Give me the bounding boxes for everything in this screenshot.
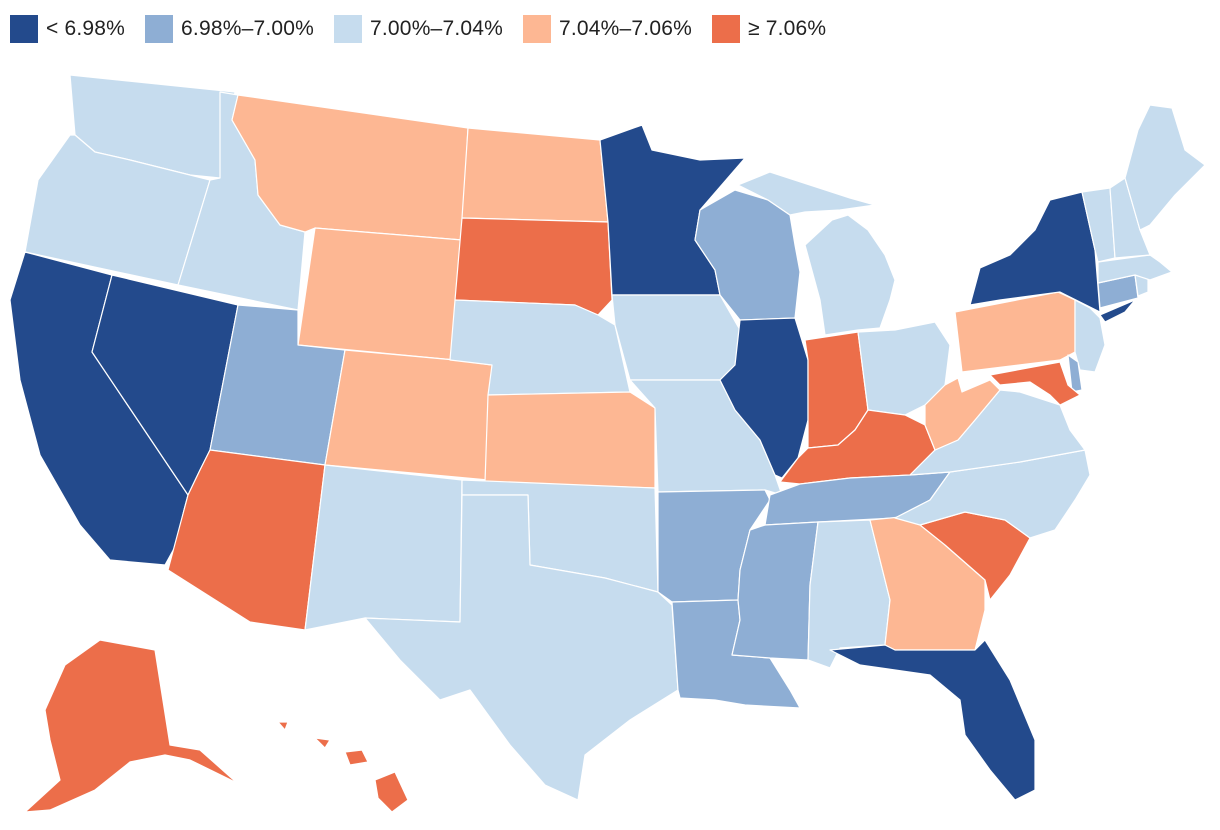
state-maine[interactable] bbox=[1124, 104, 1206, 231]
legend-label: 7.04%–7.06% bbox=[558, 17, 692, 40]
state-new-mexico[interactable] bbox=[304, 464, 463, 631]
state-texas[interactable] bbox=[364, 494, 679, 801]
state-kansas[interactable] bbox=[484, 391, 656, 489]
legend-item-above-7-06: ≥ 7.06% bbox=[711, 15, 827, 43]
state-michigan[interactable] bbox=[737, 171, 896, 336]
state-new-jersey[interactable] bbox=[1074, 299, 1106, 373]
legend-label: 7.00%–7.04% bbox=[370, 17, 503, 40]
legend-item-7-04-to-7-06: 7.04%–7.06% bbox=[522, 15, 692, 43]
state-delaware[interactable] bbox=[1067, 354, 1083, 393]
state-colorado[interactable] bbox=[324, 349, 493, 481]
state-vermont[interactable] bbox=[1081, 187, 1116, 263]
legend-label: ≥ 7.06% bbox=[747, 17, 827, 40]
legend-item-below-6-98: < 6.98% bbox=[10, 15, 125, 43]
legend-swatch bbox=[10, 15, 38, 43]
state-florida[interactable] bbox=[829, 639, 1036, 801]
legend-item-7-00-to-7-04: 7.00%–7.04% bbox=[334, 15, 503, 43]
legend-swatch bbox=[145, 15, 174, 43]
state-new-hampshire[interactable] bbox=[1109, 177, 1151, 259]
legend: < 6.98% 6.98%–7.00% 7.00%–7.04% 7.04%–7.… bbox=[10, 14, 846, 44]
state-illinois[interactable] bbox=[719, 317, 809, 479]
legend-item-6-98-to-7-00: 6.98%–7.00% bbox=[145, 15, 314, 43]
legend-swatch bbox=[522, 15, 551, 43]
legend-swatch bbox=[334, 15, 363, 43]
state-hawaii[interactable] bbox=[277, 721, 409, 813]
legend-swatch bbox=[711, 15, 740, 43]
state-north-dakota[interactable] bbox=[461, 127, 609, 223]
state-wisconsin[interactable] bbox=[694, 189, 801, 321]
state-alaska[interactable] bbox=[24, 639, 246, 813]
legend-label: < 6.98% bbox=[46, 17, 126, 40]
state-iowa[interactable] bbox=[611, 294, 741, 381]
state-oregon[interactable] bbox=[24, 134, 211, 286]
state-wyoming[interactable] bbox=[297, 227, 463, 361]
state-maryland[interactable] bbox=[989, 361, 1081, 406]
state-massachusetts[interactable] bbox=[1097, 254, 1173, 284]
state-west-virginia[interactable] bbox=[924, 377, 1001, 451]
legend-label: 6.98%–7.00% bbox=[181, 17, 315, 40]
